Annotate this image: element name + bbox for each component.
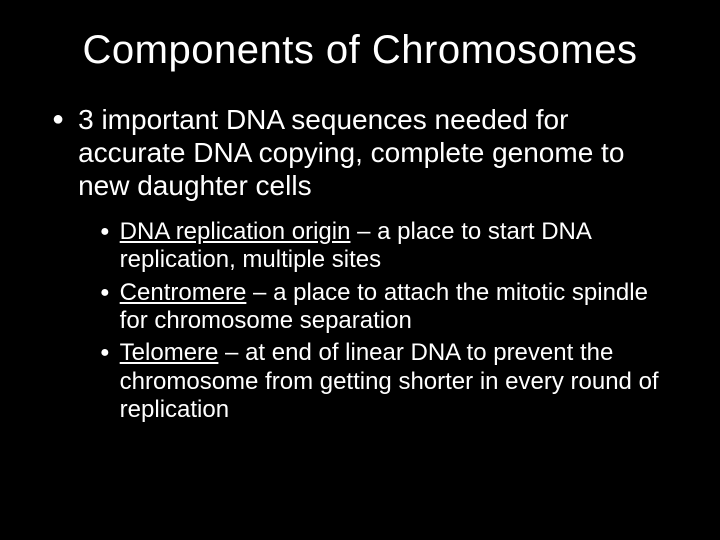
bullet-icon: ● (52, 103, 64, 135)
bullet-icon: ● (100, 279, 110, 306)
term: DNA replication origin (120, 218, 351, 245)
list-item-text: Centromere – a place to attach the mitot… (120, 279, 678, 336)
list-item: ● Telomere – at end of linear DNA to pre… (100, 339, 678, 424)
term: Telomere (120, 339, 219, 366)
list-item: ● Centromere – a place to attach the mit… (100, 279, 678, 336)
list-item-text: DNA replication origin – a place to star… (120, 218, 678, 275)
bullet-icon: ● (100, 339, 110, 366)
bullet-icon: ● (100, 218, 110, 245)
slide: Components of Chromosomes ● 3 important … (0, 0, 720, 540)
list-item-text: Telomere – at end of linear DNA to preve… (120, 339, 678, 424)
level2-list: ● DNA replication origin – a place to st… (100, 218, 678, 424)
level1-text: 3 important DNA sequences needed for acc… (78, 103, 678, 202)
slide-title: Components of Chromosomes (42, 28, 678, 73)
list-item: ● DNA replication origin – a place to st… (100, 218, 678, 275)
term: Centromere (120, 279, 247, 306)
bullet-level1: ● 3 important DNA sequences needed for a… (52, 103, 678, 202)
